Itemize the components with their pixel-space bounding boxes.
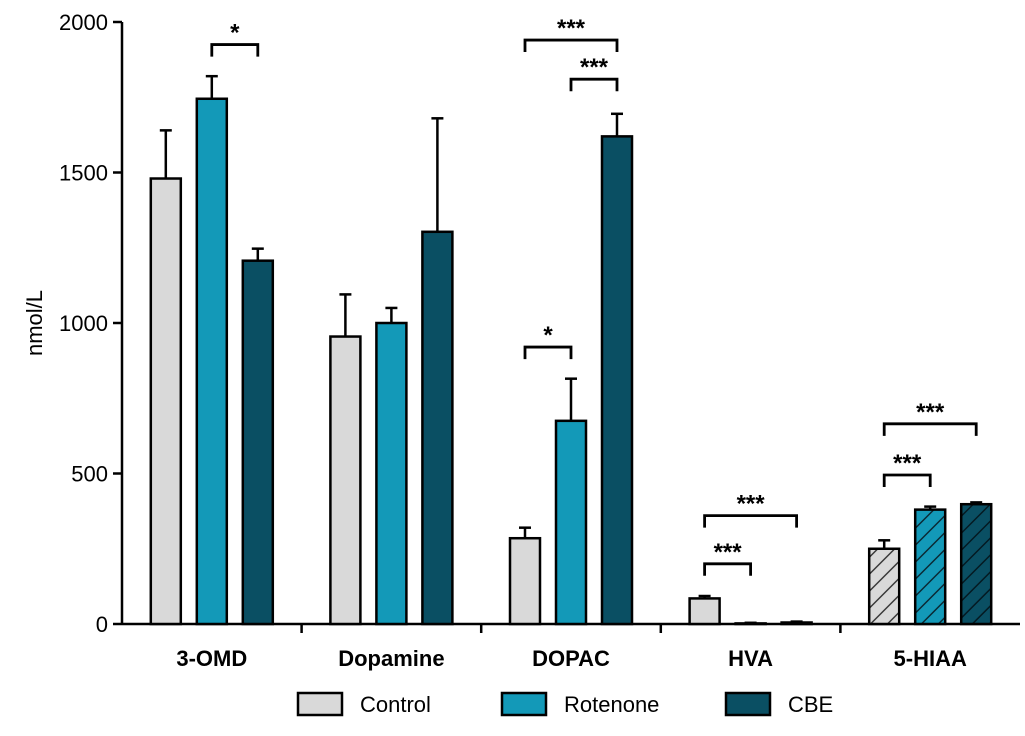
significance-label: *** <box>893 450 922 477</box>
category-label: Dopamine <box>338 646 444 671</box>
significance-label: *** <box>737 491 766 518</box>
legend-label: Control <box>360 692 431 717</box>
category-label: DOPAC <box>532 646 610 671</box>
significance-bracket <box>882 422 978 436</box>
significance-bracket <box>523 345 573 360</box>
significance-label: *** <box>714 539 743 566</box>
significance-label: * <box>543 322 553 349</box>
bars <box>149 97 993 626</box>
category-labels: 3-OMD Dopamine DOPAC HVA 5-HIAA <box>176 646 967 671</box>
bar <box>959 502 993 626</box>
significance-bracket <box>569 77 619 92</box>
y-tick-label: 2000 <box>59 10 108 35</box>
significance-bracket <box>882 473 932 488</box>
error-bars <box>159 74 983 625</box>
y-tick-label: 0 <box>96 612 108 637</box>
legend-label: CBE <box>788 692 833 717</box>
y-tick-label: 1500 <box>59 161 108 186</box>
significance-label: *** <box>557 15 586 42</box>
bar <box>149 177 183 626</box>
bar <box>241 259 275 626</box>
bar <box>375 321 408 626</box>
bar <box>554 419 588 626</box>
category-label: HVA <box>728 646 773 671</box>
category-label: 5-HIAA <box>894 646 967 671</box>
bar <box>195 97 229 626</box>
bar <box>508 536 542 626</box>
significance-bracket <box>210 43 260 57</box>
legend-label: Rotenone <box>564 692 659 717</box>
significance-bracket <box>703 562 752 576</box>
legend-swatch <box>500 691 548 717</box>
y-tick-label: 1000 <box>59 311 108 336</box>
legend: Control Rotenone CBE <box>296 691 833 717</box>
bar <box>329 335 362 626</box>
significance-bracket <box>523 38 619 53</box>
y-tick-label: 500 <box>71 462 108 487</box>
significance-bracket <box>703 514 798 528</box>
y-axis-title: nmol/L <box>22 290 47 356</box>
bar <box>688 597 721 626</box>
significance-label: *** <box>916 399 945 426</box>
bar <box>913 508 947 626</box>
legend-swatch <box>296 691 344 717</box>
category-label: 3-OMD <box>176 646 247 671</box>
significance-label: *** <box>580 54 609 81</box>
significance-brackets: * ******************* <box>210 15 978 576</box>
bar <box>600 135 634 626</box>
bar <box>421 230 454 626</box>
significance-label: * <box>230 20 240 47</box>
legend-swatch <box>724 691 772 717</box>
bar <box>867 547 901 626</box>
